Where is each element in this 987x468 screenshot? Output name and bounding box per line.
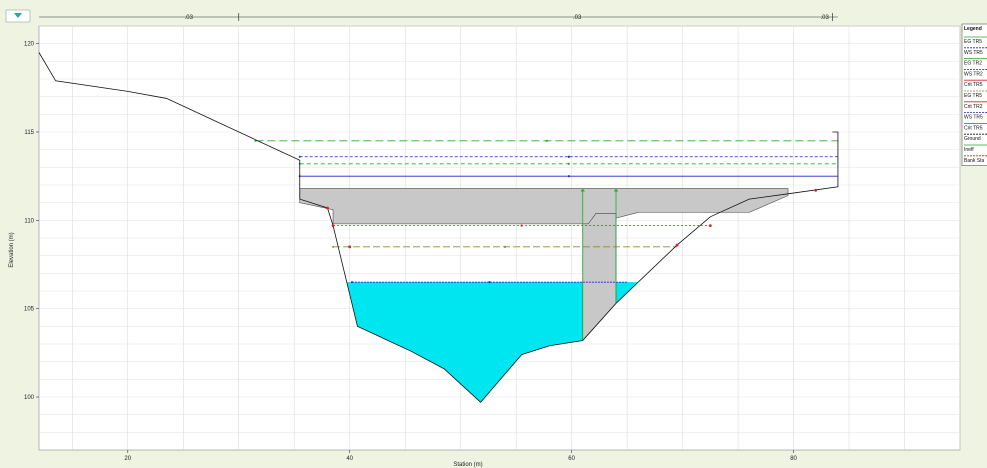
legend-entry: Ground	[964, 136, 981, 142]
bank-station-point	[348, 245, 352, 249]
legend-entry: Crit TR5	[964, 125, 983, 131]
axes: 20 40 60 80 120 115 110 105 100	[24, 42, 798, 462]
bank-station-point	[708, 224, 712, 228]
bank-station-point	[814, 188, 818, 192]
x-tick-label: 60	[568, 456, 575, 462]
series-point	[545, 139, 548, 142]
filter-button[interactable]	[5, 9, 31, 23]
ineff-arrow	[613, 188, 619, 192]
ineff-arrow	[580, 188, 585, 192]
series-point	[298, 155, 301, 158]
mannings-n-label: .03	[820, 15, 829, 21]
series-point	[350, 281, 353, 284]
legend-entry: Bank Sta	[964, 158, 985, 164]
legend-entry: EG TR5	[964, 39, 982, 45]
legend-entry: WS TR5	[964, 50, 983, 56]
legend-entry: EG TR2	[964, 61, 982, 67]
ground-line	[38, 52, 839, 403]
line-layer	[38, 52, 839, 403]
series-point	[488, 281, 491, 284]
y-tick-label: 100	[24, 395, 35, 401]
water-fill	[346, 282, 639, 403]
funnel-icon	[14, 13, 22, 18]
y-tick-label: 120	[24, 42, 35, 48]
legend-entry: WS TR2	[964, 71, 983, 77]
series-point	[567, 162, 570, 165]
legend-title: Legend	[964, 26, 982, 32]
series-point	[254, 139, 257, 142]
bank-station-point	[331, 224, 335, 228]
series-point	[520, 224, 523, 227]
legend-entry: Ineff	[964, 147, 974, 153]
y-tick-label: 110	[24, 218, 34, 224]
legend-entry: Crit TR5	[964, 82, 983, 88]
series-point	[567, 175, 570, 178]
legend-entry: Crit TR2	[964, 104, 983, 110]
bank-station-point	[675, 243, 679, 247]
series-point	[503, 245, 507, 248]
mannings-n-label: .03	[573, 15, 582, 21]
legend-entry: WS TR5	[964, 115, 983, 121]
x-axis-label: Station (m)	[453, 462, 482, 468]
fill-layer	[299, 188, 789, 403]
x-tick-label: 20	[124, 456, 131, 462]
y-axis-label: Elevation (m)	[9, 232, 15, 267]
series-point	[332, 245, 335, 248]
mannings-n-label: .03	[185, 15, 194, 21]
legend: Legend EG TR5 WS TR5 EG TR2 WS TR2 Crit TR5 EG…	[961, 23, 987, 166]
x-tick-label: 40	[346, 456, 353, 462]
y-tick-label: 115	[24, 130, 34, 136]
legend-entry: EG TR5	[964, 93, 982, 99]
x-tick-label: 80	[790, 456, 797, 462]
y-tick-label: 105	[24, 307, 35, 313]
bank-station-point	[326, 206, 329, 210]
series-point	[567, 155, 570, 158]
mannings-bar: .03 .03 .03	[39, 13, 838, 21]
